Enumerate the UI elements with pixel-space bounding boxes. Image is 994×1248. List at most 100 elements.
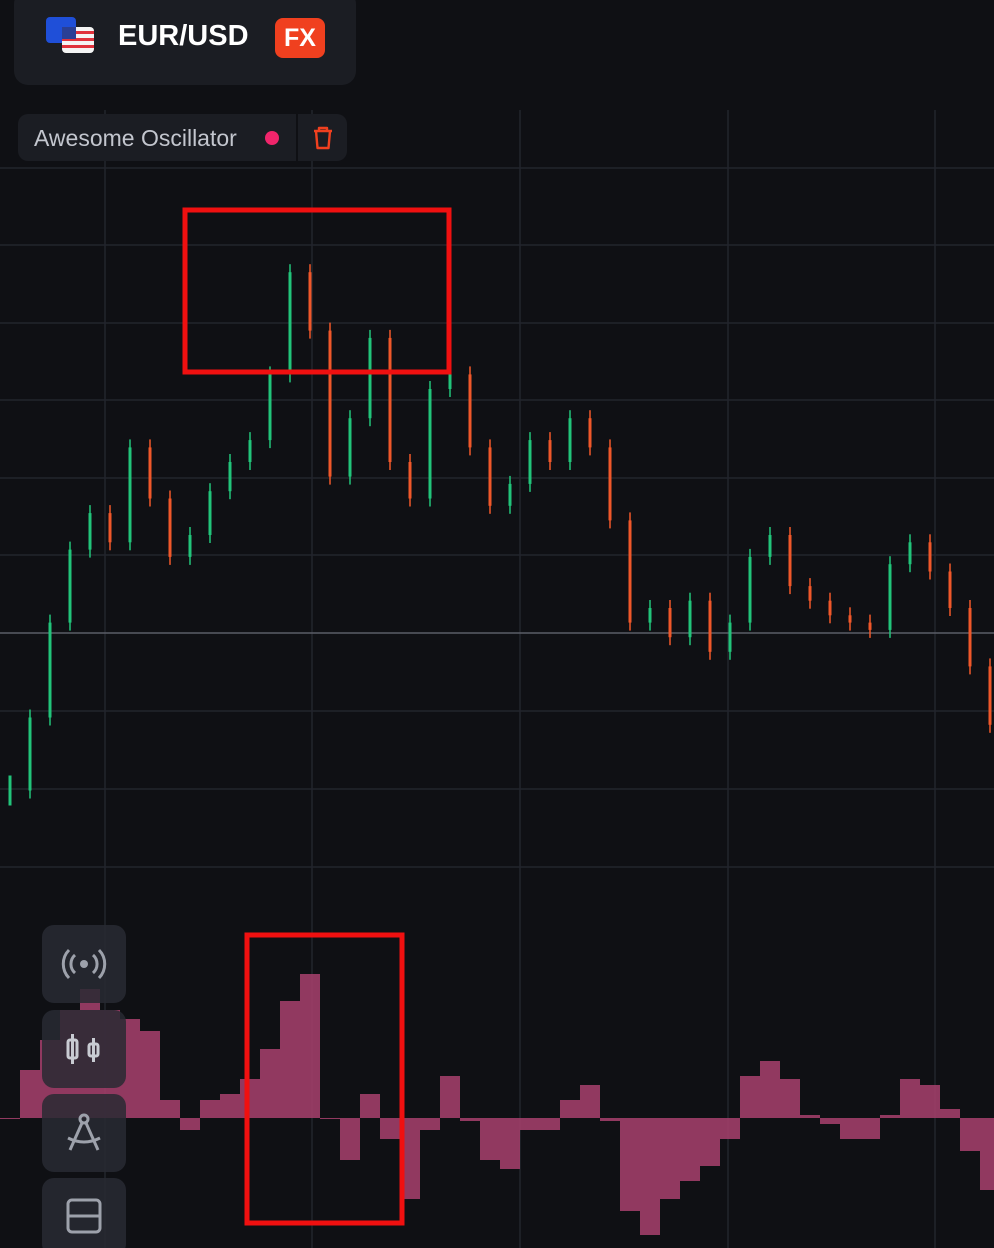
candle [488,447,492,506]
candle [188,535,192,557]
candle [208,491,212,535]
candle [848,615,852,623]
candle [928,542,932,572]
candle [868,622,872,630]
indicator-color[interactable] [265,131,279,145]
candle [688,600,692,638]
oscillator-bar [180,1118,200,1130]
candle [508,483,512,506]
candle [148,447,152,499]
signal-icon [61,948,107,980]
candle [988,666,992,725]
oscillator-bar [720,1118,740,1139]
candles [8,264,992,806]
oscillator-bar [860,1118,880,1139]
symbol: EUR/USD [118,20,249,52]
candle [528,440,532,484]
candle [588,418,592,448]
oscillator-bar [780,1079,800,1118]
oscillator-bar [540,1118,560,1130]
candle [388,337,392,462]
oscillator-bar [240,1079,260,1118]
candle [428,389,432,499]
candle [728,622,732,652]
candle-icon [66,1034,100,1064]
candle [708,600,712,652]
oscillator [0,974,994,1235]
oscillator-bar [880,1115,900,1118]
candle [368,337,372,419]
oscillator-bar [260,1049,280,1118]
candle [808,586,812,601]
oscillator-bar [160,1100,180,1118]
oscillator-bar [820,1118,840,1124]
oscillator-bar [0,1118,20,1119]
oscillator-bar [20,1070,40,1118]
delete-button[interactable] [308,123,338,153]
oscillator-bar [380,1118,400,1139]
candle [128,447,132,543]
symbol-card[interactable]: EUR/USD FX [14,0,356,85]
oscillator-bar [280,1001,300,1118]
market-badge: FX [275,18,325,58]
oscillator-bar [520,1118,540,1130]
divider [296,114,298,161]
indicator-name[interactable]: Awesome Oscillator [34,125,237,151]
chart-type-button[interactable] [42,1010,126,1088]
candle [28,717,32,791]
candle [628,520,632,623]
compass-icon [67,1113,101,1151]
oscillator-bar [980,1118,994,1190]
oscillator-bar [360,1094,380,1118]
oscillator-bar [320,1118,340,1119]
candle [768,535,772,557]
flag-icon [46,17,94,53]
oscillator-bar [680,1118,700,1181]
candle [908,542,912,565]
candle [828,600,832,616]
oscillator-bar [960,1118,980,1151]
candle [788,535,792,587]
candle [648,608,652,623]
drawing-button[interactable] [42,1094,126,1172]
oscillator-bar [700,1118,720,1166]
candle [328,330,332,477]
candle [88,513,92,550]
oscillator-bar [340,1118,360,1160]
oscillator-bar [840,1118,860,1139]
candle [748,556,752,623]
oscillator-bar [560,1100,580,1118]
candle [288,272,292,375]
oscillator-bar [640,1118,660,1235]
oscillator-bar [760,1061,780,1118]
candle [888,564,892,630]
candle [168,498,172,557]
grid [0,110,994,1248]
oscillator-bar [420,1118,440,1130]
highlight-box [244,932,405,1226]
layout-button[interactable] [42,1178,126,1248]
oscillator-bar [480,1118,500,1160]
oscillator-bar [800,1115,820,1118]
candle [268,374,272,441]
candle [108,513,112,543]
candle [8,775,12,806]
oscillator-bar [460,1118,480,1121]
candle [68,549,72,623]
oscillator-bar [400,1118,420,1199]
candle [608,447,612,521]
signal-button[interactable] [42,925,126,1003]
oscillator-bar [300,974,320,1118]
candle [668,608,672,638]
oscillator-bar [740,1076,760,1118]
candle [968,608,972,667]
highlight-box [182,207,452,375]
candle [228,462,232,492]
oscillator-bar [660,1118,680,1199]
oscillator-bar [600,1118,620,1121]
oscillator-bar [580,1085,600,1118]
candle [948,571,952,608]
oscillator-bar [620,1118,640,1211]
oscillator-bar [500,1118,520,1169]
